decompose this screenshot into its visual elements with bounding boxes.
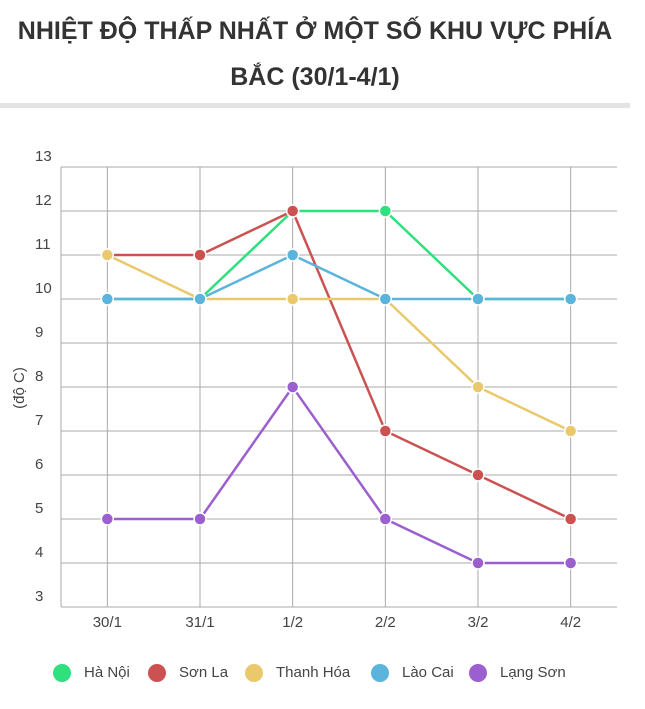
legend-swatch — [53, 664, 71, 682]
data-point — [471, 380, 485, 394]
data-point — [193, 248, 207, 262]
data-point — [285, 248, 300, 262]
data-point — [378, 424, 393, 438]
y-tick-label: 6 — [35, 456, 43, 473]
data-point — [471, 468, 485, 482]
data-point — [193, 292, 207, 306]
data-point — [563, 292, 578, 306]
data-point — [563, 424, 578, 438]
data-point — [471, 556, 485, 570]
y-axis-label: (độ C) — [11, 367, 28, 409]
legend-swatch — [469, 664, 487, 682]
data-point — [378, 512, 393, 526]
y-tick-label: 8 — [35, 368, 43, 385]
series-line — [107, 209, 572, 521]
data-point — [100, 248, 115, 262]
series-line — [106, 253, 572, 433]
data-point — [285, 292, 300, 306]
y-tick-label: 11 — [35, 236, 51, 253]
y-tick-label: 12 — [35, 192, 52, 209]
series-line — [107, 384, 571, 565]
data-point — [563, 556, 578, 570]
y-tick-label: 9 — [35, 324, 43, 341]
chart-title: NHIỆT ĐỘ THẤP NHẤT Ở MỘT SỐ KHU VỰC PHÍA… — [17, 17, 613, 91]
x-tick-label: 2/2 — [375, 614, 396, 631]
x-tick-label: 4/2 — [560, 614, 581, 631]
legend-swatch — [245, 664, 263, 682]
data-point — [378, 204, 393, 218]
y-tick-label: 3 — [35, 588, 43, 605]
x-tick-label: 30/1 — [93, 614, 122, 631]
legend-label: Sơn La — [179, 664, 229, 681]
data-point — [471, 292, 485, 306]
data-point — [285, 380, 300, 394]
y-tick-label: 13 — [35, 148, 52, 165]
data-point — [378, 292, 393, 306]
y-tick-label: 5 — [35, 500, 43, 517]
data-point — [100, 512, 115, 526]
legend-label: Hà Nội — [84, 664, 130, 681]
data-point — [285, 204, 300, 218]
x-tick-label: 3/2 — [468, 614, 489, 631]
x-tick-label: 31/1 — [185, 614, 214, 631]
y-tick-label: 7 — [35, 412, 43, 429]
legend-swatch — [371, 664, 389, 682]
series-line — [107, 253, 571, 301]
y-tick-label: 4 — [35, 544, 43, 561]
data-point — [193, 512, 207, 526]
data-point — [563, 512, 578, 526]
legend-label: Thanh Hóa — [276, 664, 351, 681]
data-point — [100, 292, 115, 306]
x-tick-label: 1/2 — [282, 614, 303, 631]
title-divider — [0, 103, 630, 108]
legend-label: Lạng Sơn — [500, 664, 566, 681]
legend-swatch — [148, 664, 166, 682]
y-tick-label: 10 — [35, 280, 52, 297]
legend-label: Lào Cai — [402, 664, 454, 681]
